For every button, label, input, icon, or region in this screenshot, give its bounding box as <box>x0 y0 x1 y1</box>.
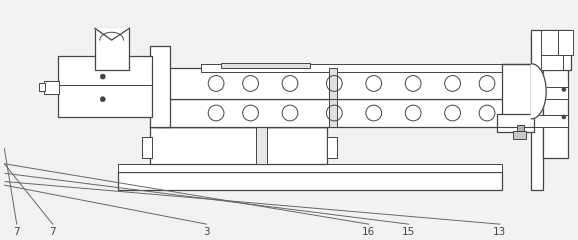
Bar <box>44 80 60 94</box>
Text: 7: 7 <box>49 227 56 237</box>
Text: 3: 3 <box>203 227 210 237</box>
Circle shape <box>562 87 566 91</box>
Text: 7: 7 <box>13 227 20 237</box>
Bar <box>58 56 152 117</box>
Bar <box>150 127 327 164</box>
Bar <box>502 64 531 119</box>
Bar <box>541 30 563 70</box>
Bar <box>255 127 267 164</box>
Bar <box>558 30 573 55</box>
Bar <box>329 68 338 99</box>
Text: 15: 15 <box>402 227 415 237</box>
Polygon shape <box>95 28 129 40</box>
Polygon shape <box>531 64 546 119</box>
Bar <box>513 131 527 139</box>
Bar <box>150 46 170 127</box>
Bar <box>117 164 502 172</box>
Bar <box>531 87 568 99</box>
Text: 16: 16 <box>362 227 375 237</box>
Bar <box>531 34 543 190</box>
Bar <box>142 137 152 158</box>
Circle shape <box>101 97 105 102</box>
Bar <box>201 64 517 72</box>
Bar <box>517 125 524 131</box>
Bar <box>329 99 338 127</box>
Bar <box>531 115 568 127</box>
Bar <box>157 99 531 127</box>
Bar <box>327 137 338 158</box>
Bar <box>39 84 45 91</box>
Bar <box>221 63 310 68</box>
Bar <box>497 114 534 132</box>
Bar <box>157 68 541 99</box>
Text: 13: 13 <box>493 227 506 237</box>
Bar <box>117 172 502 190</box>
Circle shape <box>562 115 566 119</box>
Circle shape <box>101 74 105 79</box>
Bar <box>531 30 571 70</box>
Bar <box>95 28 129 70</box>
Bar <box>543 34 568 158</box>
